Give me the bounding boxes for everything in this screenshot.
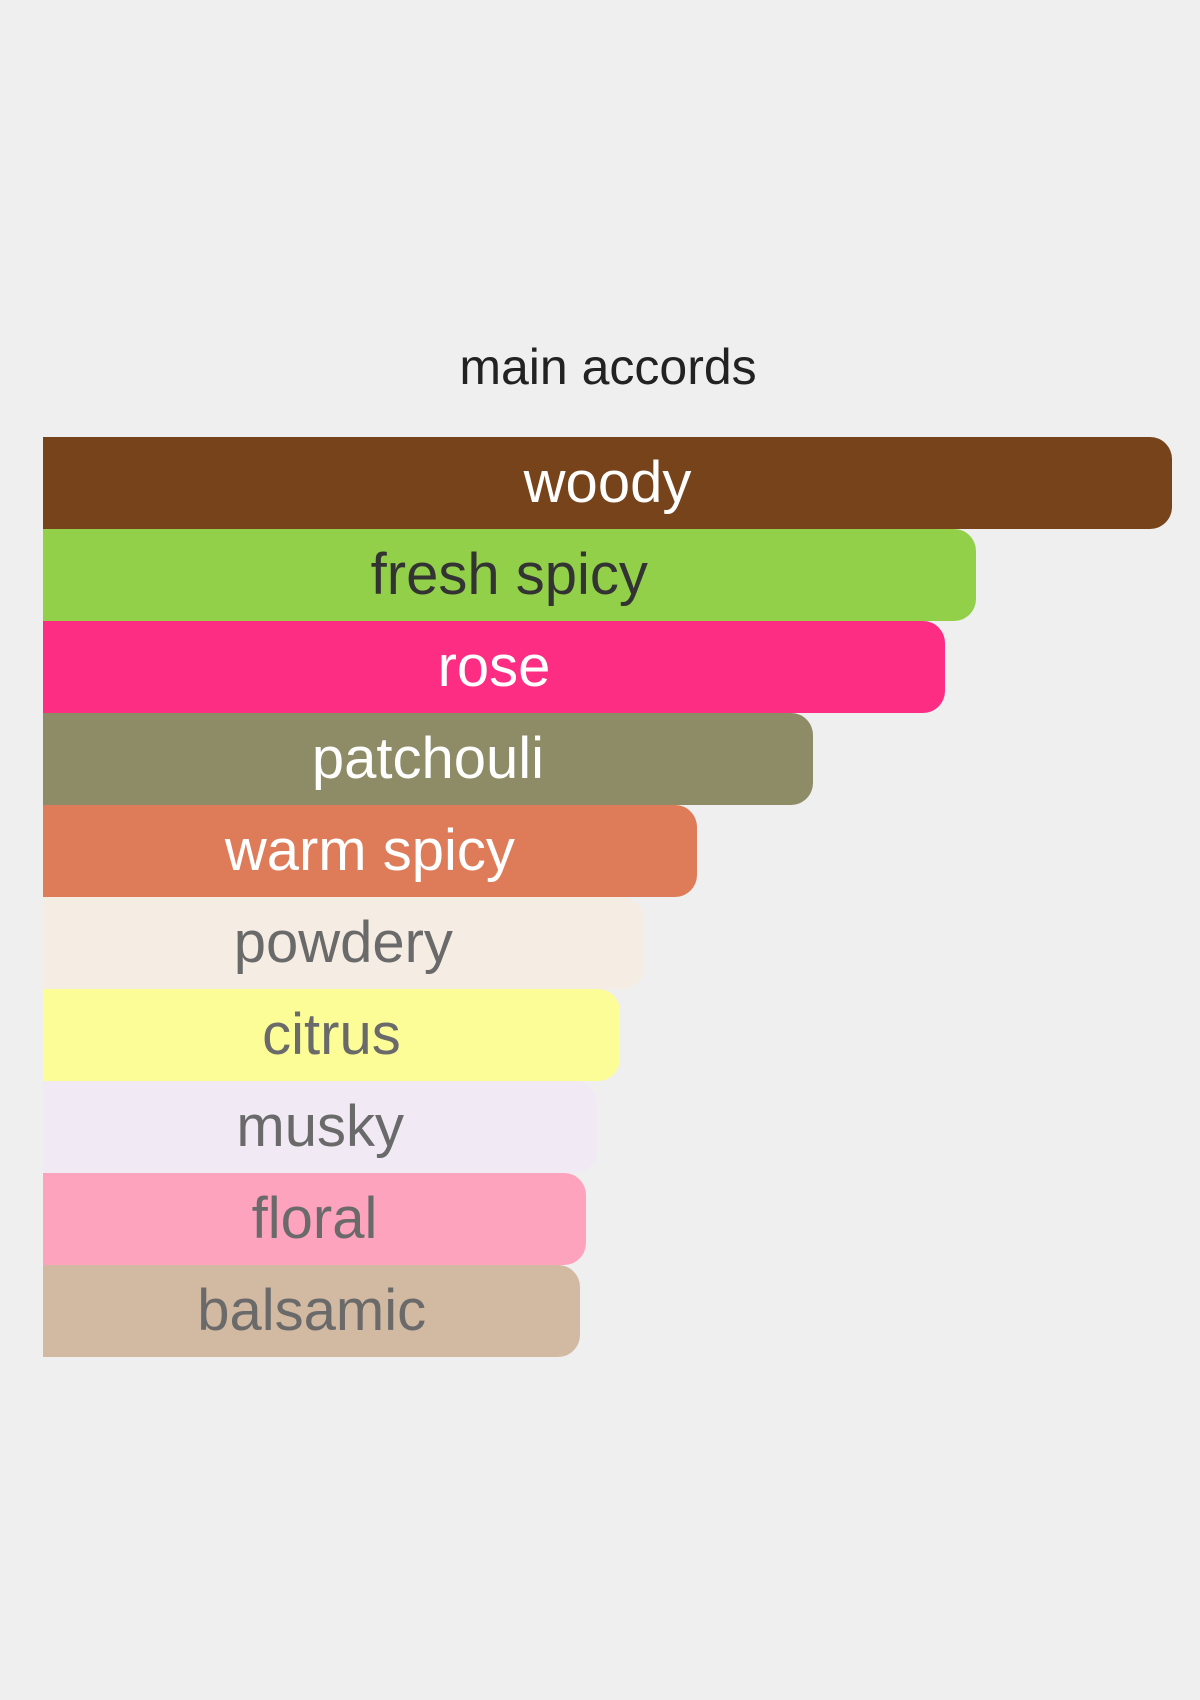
bar-citrus: citrus [43, 989, 620, 1081]
bar-label: floral [251, 1186, 378, 1251]
bar-musky: musky [43, 1081, 598, 1173]
bar-list: woody fresh spicy rose patchouli warm spicy p… [43, 437, 1172, 1357]
bar-fresh-spicy: fresh spicy [43, 529, 976, 621]
bar-label: patchouli [311, 726, 545, 791]
bar-powdery: powdery [43, 897, 644, 989]
bar-balsamic: balsamic [43, 1265, 581, 1357]
bar-floral: floral [43, 1173, 587, 1265]
bar-label: balsamic [197, 1278, 427, 1343]
bar-warm-spicy: warm spicy [43, 805, 697, 897]
bar-label: musky [236, 1094, 404, 1159]
bar-rose: rose [43, 621, 946, 713]
bar-label: fresh spicy [370, 542, 648, 607]
chart-title: main accords [459, 339, 757, 395]
bar-patchouli: patchouli [43, 713, 813, 805]
bar-woody: woody [43, 437, 1172, 529]
bar-label: rose [437, 634, 551, 699]
bar-label: warm spicy [224, 818, 515, 883]
bar-label: powdery [233, 910, 453, 975]
bar-label: woody [523, 450, 692, 515]
bar-label: citrus [262, 1002, 401, 1067]
